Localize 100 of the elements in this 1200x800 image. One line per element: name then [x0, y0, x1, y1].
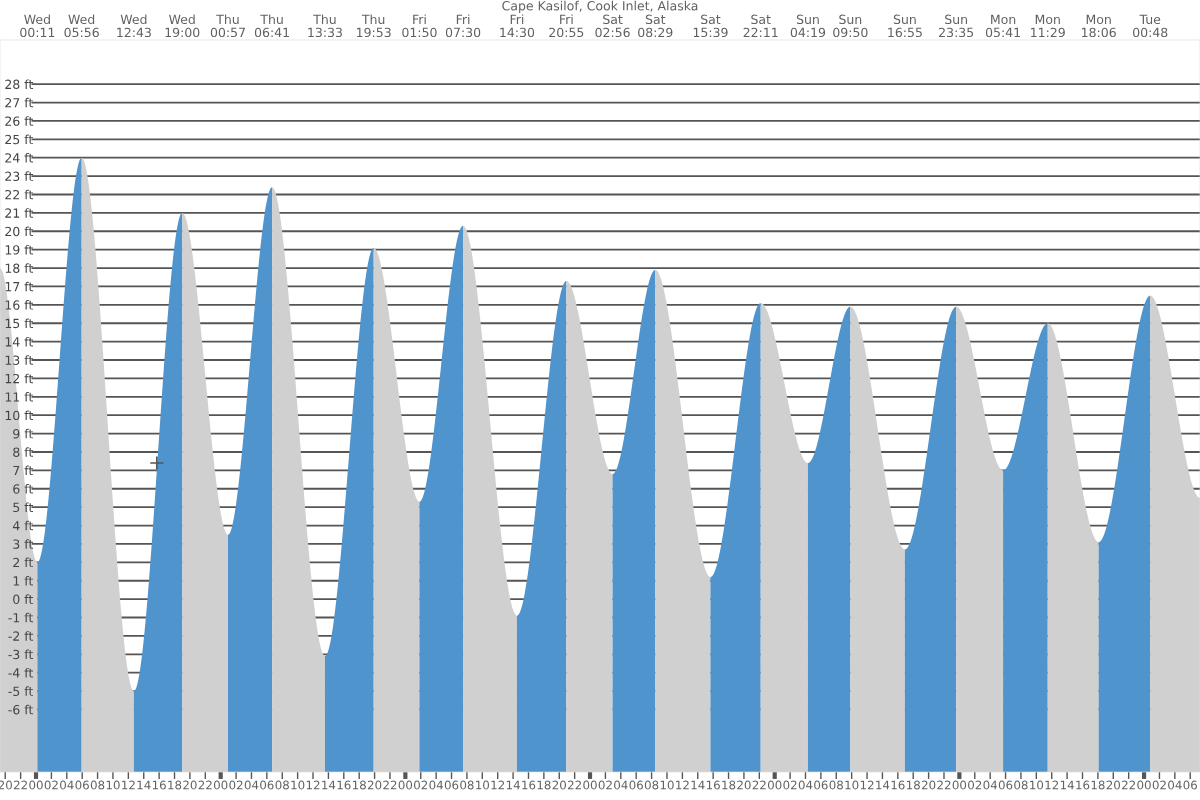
x-tick-label: 04	[429, 780, 443, 790]
text: Wed 12:43	[117, 14, 151, 38]
x-tick-label: 02	[229, 780, 243, 790]
x-tick-label: 14	[1060, 780, 1074, 790]
x-tick-label: 06	[1183, 780, 1197, 790]
x-tick-label: 14	[322, 780, 336, 790]
x-tick-label: 20	[367, 780, 382, 790]
y-tick-label: 15 ft	[5, 318, 34, 329]
x-tick-label: 00	[767, 780, 782, 790]
x-tick-label: 22	[568, 780, 581, 790]
x-tick-label: 14	[506, 780, 520, 790]
x-tick-label: 00	[29, 780, 43, 790]
chart-title: Cape Kasilof, Cook Inlet, Alaska	[502, 0, 698, 13]
x-tick-label: 02	[968, 780, 982, 790]
x-tick-label: 08	[460, 780, 474, 790]
x-tick-label: 20	[1106, 780, 1121, 790]
x-tick-label: 12	[491, 780, 505, 790]
x-tick-label: 08	[275, 780, 289, 790]
x-tick-label: 08	[1014, 780, 1028, 790]
text: Sat 08:29	[638, 14, 673, 38]
y-tick-label: 11 ft	[5, 392, 34, 402]
x-tick-label: 20	[921, 780, 936, 790]
text: Sat 02:56	[595, 14, 630, 38]
x-tick-label: 16	[337, 780, 351, 790]
x-tick-label: 18	[537, 780, 551, 790]
y-tick-label: 27 ft	[5, 97, 34, 108]
text: Fri 14:30	[500, 14, 535, 38]
x-tick-label: 10	[476, 780, 490, 790]
x-tick-label: 12	[1045, 780, 1059, 790]
y-tick-label: 4 ft	[12, 520, 34, 531]
y-tick-label: 2 ft	[13, 557, 34, 568]
text: Thu 06:41	[254, 14, 289, 38]
x-tick-label: 14	[691, 780, 705, 790]
x-tick-label: 16	[891, 780, 905, 790]
x-tick-label: 00	[583, 780, 597, 790]
text: Wed 00:11	[20, 14, 55, 38]
x-tick-label: 18	[352, 780, 366, 790]
x-tick-label: 22	[13, 780, 27, 790]
x-tick-label: 12	[676, 780, 689, 790]
text: Thu 13:33	[308, 14, 342, 38]
text: Sun 09:50	[833, 14, 868, 38]
x-tick-label: 16	[706, 780, 720, 790]
x-tick-label: 18	[907, 780, 920, 790]
x-tick-label: 18	[1091, 780, 1105, 790]
x-tick-label: 22	[198, 780, 212, 790]
y-tick-label: 3 ft	[13, 539, 34, 549]
x-tick-label: 12	[122, 780, 135, 790]
x-tick-label: 00	[1137, 780, 1151, 790]
text: Wed 05:56	[64, 14, 99, 38]
x-tick-label: 14	[137, 780, 151, 790]
text: Wed 19:00	[165, 14, 200, 38]
text: Sat 15:39	[693, 14, 728, 38]
y-tick-label: 28 ft	[5, 79, 34, 90]
x-tick-label: 16	[1076, 780, 1090, 790]
x-tick-label: 04	[798, 780, 813, 790]
y-tick-label: -1 ft	[8, 612, 34, 623]
y-tick-label: 13 ft	[5, 355, 34, 365]
x-tick-label: 08	[90, 780, 105, 790]
text: Mon 11:29	[1031, 14, 1065, 38]
y-tick-label: 14 ft	[5, 336, 34, 347]
x-tick-label: 22	[937, 780, 951, 790]
x-tick-label: 02	[1152, 780, 1166, 790]
y-tick-label: 20 ft	[5, 226, 34, 237]
y-tick-label: 19 ft	[5, 244, 34, 255]
y-tick-label: 26 ft	[5, 116, 34, 126]
text: Sun 04:19	[790, 14, 826, 38]
text: Mon 05:41	[985, 14, 1020, 38]
x-tick-label: 20	[737, 780, 751, 790]
y-tick-label: 24 ft	[5, 152, 34, 163]
y-tick-label: -2 ft	[8, 631, 34, 641]
y-tick-label: 22 ft	[5, 189, 34, 200]
y-tick-label: 0 ft	[13, 594, 34, 605]
text: Fri 01:50	[402, 14, 437, 38]
x-tick-label: 02	[598, 780, 612, 790]
x-tick-label: 22	[752, 780, 766, 790]
x-tick-label: 06	[260, 780, 274, 790]
y-tick-label: 10 ft	[5, 410, 34, 421]
text: Sun 16:55	[888, 14, 922, 38]
y-tick-label: -3 ft	[8, 649, 34, 660]
x-tick-label: 16	[522, 780, 536, 790]
y-tick-label: 25 ft	[5, 134, 34, 145]
x-tick-label: 06	[998, 780, 1013, 790]
x-tick-label: 12	[860, 780, 874, 790]
y-tick-label: 21 ft	[5, 208, 34, 218]
x-tick-label: 20	[183, 780, 197, 790]
y-tick-label: 7 ft	[13, 465, 34, 476]
x-tick-label: 10	[845, 780, 859, 790]
x-tick-label: 20	[552, 780, 566, 790]
y-tick-label: 8 ft	[13, 447, 34, 457]
y-tick-label: 16 ft	[5, 300, 34, 310]
x-tick-label: 22	[1122, 780, 1135, 790]
x-tick-label: 02	[414, 780, 428, 790]
x-tick-label: 06	[75, 780, 89, 790]
x-tick-label: 00	[213, 780, 228, 790]
x-tick-label: 18	[168, 780, 182, 790]
y-tick-label: 18 ft	[5, 263, 34, 273]
x-tick-label: 00	[398, 780, 413, 790]
text: Sun 23:35	[939, 14, 974, 38]
y-tick-label: -4 ft	[8, 667, 34, 678]
y-tick-label: -6 ft	[8, 704, 34, 715]
